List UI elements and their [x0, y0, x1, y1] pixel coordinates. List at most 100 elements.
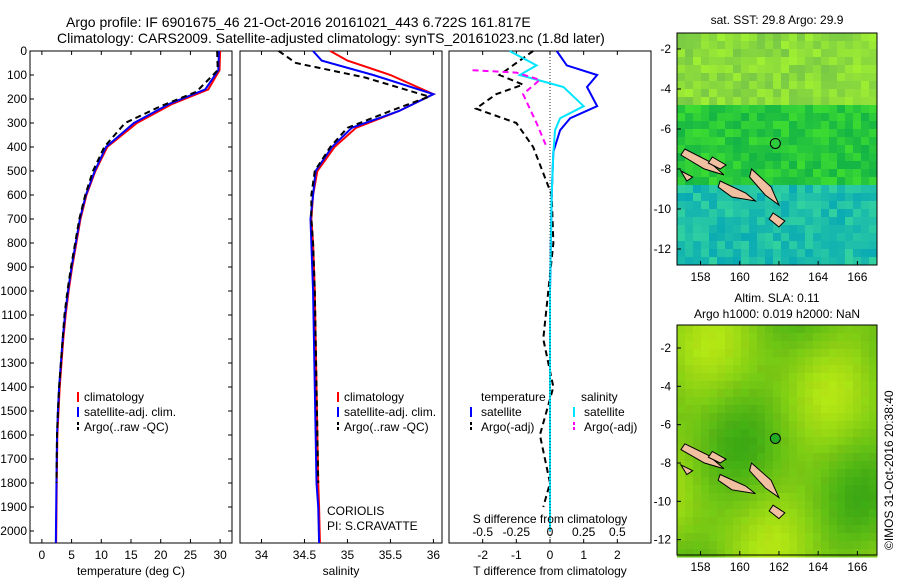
map-cell: [741, 509, 750, 518]
map-cell: [725, 533, 734, 542]
map-cell: [781, 33, 790, 42]
map-cell: [837, 461, 846, 470]
map-cell: [789, 161, 798, 170]
map-cell: [773, 405, 782, 414]
map-x-tick-label: 160: [730, 270, 750, 284]
map-cell: [821, 437, 830, 446]
map-cell: [765, 57, 774, 66]
map-cell: [733, 241, 742, 250]
map-cell: [861, 241, 870, 250]
map-cell: [789, 177, 798, 186]
map-cell: [853, 241, 862, 250]
map-cell: [741, 65, 750, 74]
map-cell: [789, 461, 798, 470]
map-cell: [757, 429, 766, 438]
map-cell: [701, 193, 710, 202]
map-cell: [725, 365, 734, 374]
map-cell: [725, 397, 734, 406]
map-cell: [861, 437, 870, 446]
map-cell: [797, 453, 806, 462]
map-cell: [725, 437, 734, 446]
map-cell: [813, 97, 822, 106]
island-shape: [679, 463, 694, 476]
map-cell: [813, 341, 822, 350]
map-cell: [725, 389, 734, 398]
map-cell: [781, 477, 790, 486]
map-cell: [869, 41, 878, 50]
map-cell: [685, 241, 694, 250]
map-cell: [837, 485, 846, 494]
map-cell: [813, 437, 822, 446]
map-cell: [741, 177, 750, 186]
map-cell: [853, 493, 862, 502]
map-cell: [797, 97, 806, 106]
map-cell: [821, 541, 830, 550]
map-cell: [821, 201, 830, 210]
map-cell: [709, 145, 718, 154]
map-cell: [813, 461, 822, 470]
map-cell: [773, 333, 782, 342]
map-cell: [733, 201, 742, 210]
map-cell: [677, 257, 686, 266]
map-cell: [701, 97, 710, 106]
map-cell: [829, 89, 838, 98]
island-shape: [680, 443, 725, 470]
map-cell: [797, 121, 806, 130]
map-cell: [797, 501, 806, 510]
map-cell: [797, 217, 806, 226]
map-cell: [813, 389, 822, 398]
map-cell: [717, 365, 726, 374]
map-cell: [709, 445, 718, 454]
map-cell: [725, 373, 734, 382]
map-cell: [805, 549, 814, 558]
map-cell: [869, 153, 878, 162]
map-cell: [805, 73, 814, 82]
map-cell: [813, 541, 822, 550]
map-cell: [813, 485, 822, 494]
map-cell: [805, 333, 814, 342]
map-cell: [685, 201, 694, 210]
map-cell: [693, 421, 702, 430]
map-cell: [813, 177, 822, 186]
map-cell: [765, 217, 774, 226]
map-cell: [805, 477, 814, 486]
map-cell: [781, 209, 790, 218]
map-cell: [869, 437, 878, 446]
map-cell: [845, 533, 854, 542]
map-cell: [853, 185, 862, 194]
map-cell: [773, 533, 782, 542]
map-cell: [797, 65, 806, 74]
map-cell: [861, 405, 870, 414]
map-cell: [805, 357, 814, 366]
map-cell: [693, 65, 702, 74]
map-cell: [765, 169, 774, 178]
map-cell: [805, 105, 814, 114]
map-cell: [821, 397, 830, 406]
map-cell: [789, 381, 798, 390]
map-cell: [749, 41, 758, 50]
map-cell: [757, 97, 766, 106]
map-cell: [709, 517, 718, 526]
map-cell: [797, 429, 806, 438]
map-x-tick-label: 158: [691, 270, 711, 284]
map-cell: [757, 249, 766, 258]
map-cell: [725, 105, 734, 114]
map-cell: [837, 453, 846, 462]
map-cell: [821, 333, 830, 342]
map-cell: [861, 413, 870, 422]
map-cell: [765, 241, 774, 250]
map-cell: [869, 137, 878, 146]
map-cell: [829, 65, 838, 74]
map-cell: [693, 413, 702, 422]
island-shape: [748, 462, 781, 499]
map-cell: [693, 549, 702, 558]
map-cell: [821, 461, 830, 470]
map-cell: [773, 453, 782, 462]
map-cell: [685, 113, 694, 122]
map-cell: [837, 185, 846, 194]
map-cell: [789, 249, 798, 258]
legend-title: temperature: [481, 390, 546, 404]
x-tick-label: 25: [184, 548, 198, 562]
map-cell: [781, 249, 790, 258]
